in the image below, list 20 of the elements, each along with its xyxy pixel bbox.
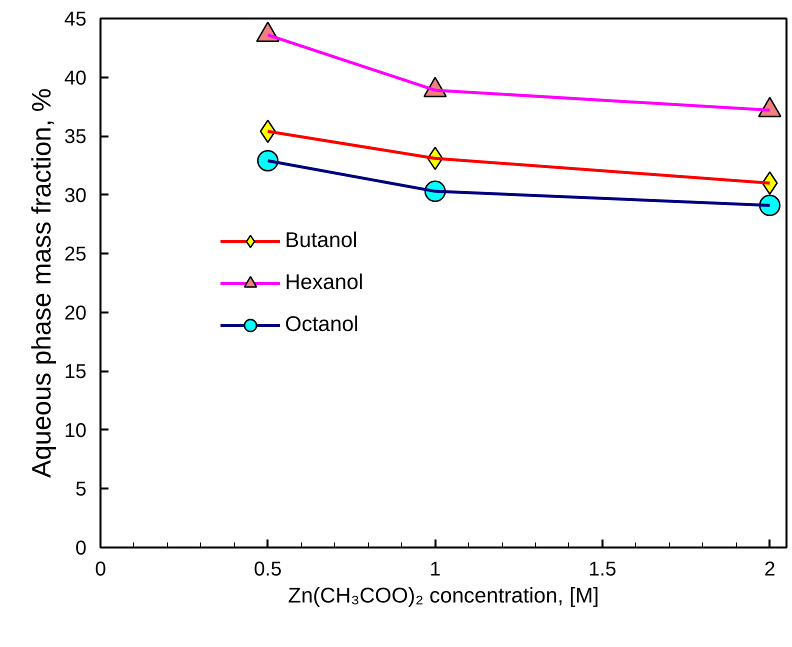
y-axis-title: Aqueous phase mass fraction, % <box>26 88 56 478</box>
y-tick-label: 20 <box>64 302 87 324</box>
y-tick-label: 5 <box>75 478 86 501</box>
y-tick-label: 35 <box>64 126 87 148</box>
y-tick-label: 30 <box>64 184 87 207</box>
y-tick-label: 45 <box>64 8 87 30</box>
y-tick-label: 25 <box>64 244 87 266</box>
legend-label: Butanol <box>285 228 358 253</box>
x-tick-label: 0 <box>94 558 106 580</box>
legend-label: Hexanol <box>285 270 364 295</box>
x-axis-title: Zn(CH₃COO)₂ concentration, [M] <box>288 584 599 608</box>
x-tick-label: 0.5 <box>254 558 282 580</box>
legend-label: Octanol <box>285 312 359 337</box>
y-tick-label: 0 <box>75 538 86 560</box>
y-tick-label: 40 <box>64 67 87 90</box>
x-tick-label: 1 <box>430 558 441 580</box>
x-tick-label: 2 <box>764 558 776 580</box>
y-tick-label: 10 <box>64 420 87 442</box>
y-tick-label: 15 <box>64 361 87 384</box>
x-tick-label: 1.5 <box>588 558 616 580</box>
